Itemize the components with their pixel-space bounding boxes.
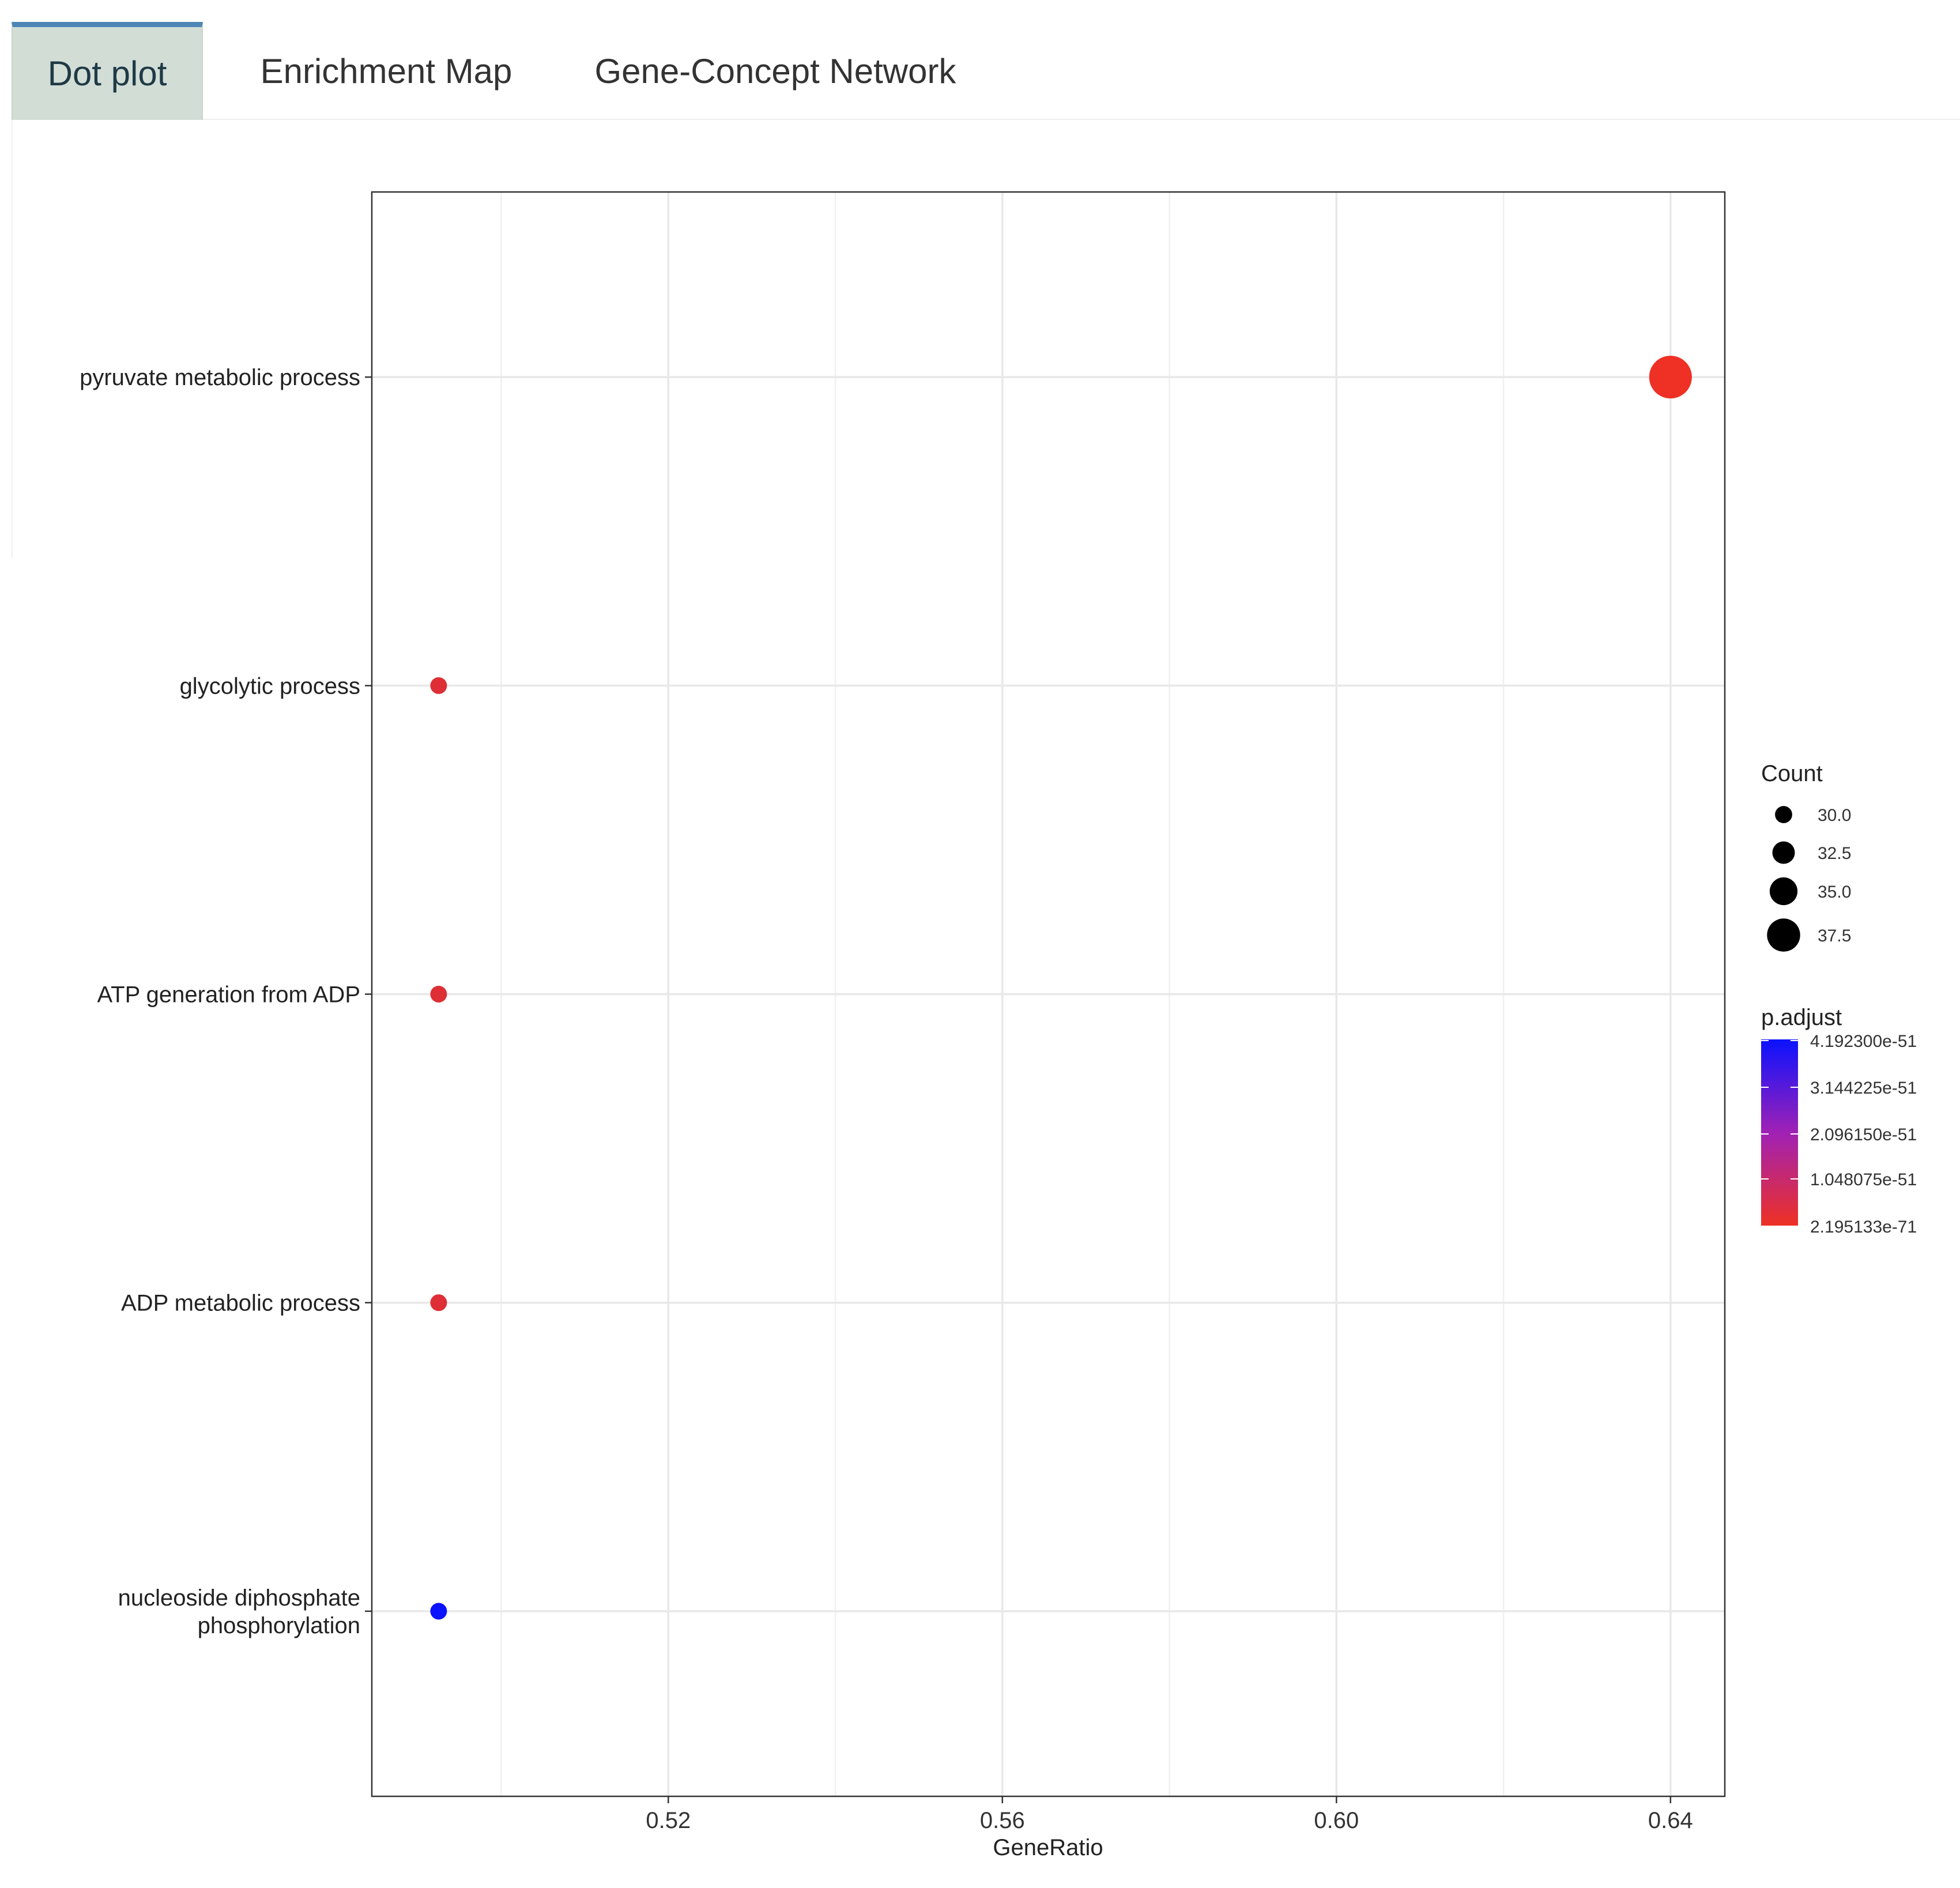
legend-count-label: 37.5 [1818, 926, 1851, 945]
y-tick-label: glycolytic process [180, 673, 360, 699]
legend-p-adjust-label: 1.048075e-51 [1810, 1170, 1917, 1189]
grid [372, 192, 1725, 1796]
legend-count-label: 35.0 [1818, 883, 1851, 902]
legend-p-adjust-title: p.adjust [1761, 1005, 1842, 1030]
x-tick-label: 0.60 [1314, 1808, 1359, 1833]
legend-p-adjust-label: 2.096150e-51 [1810, 1125, 1917, 1144]
x-tick-label: 0.56 [980, 1808, 1025, 1833]
legend-color-bar [1761, 1039, 1798, 1226]
x-tick-label: 0.52 [646, 1808, 691, 1833]
y-axis: pyruvate metabolic process glycolytic pro… [80, 365, 372, 1638]
legend-count-label: 30.0 [1818, 806, 1851, 825]
legend-count-title: Count [1761, 761, 1823, 786]
legend-count-key [1767, 918, 1800, 952]
tab-bar: Dot plot Enrichment Map Gene-Concept Net… [12, 22, 1960, 120]
tab-bar-divider [203, 119, 1960, 120]
legend-p-adjust-label: 3.144225e-51 [1810, 1079, 1917, 1098]
data-points [430, 356, 1692, 1620]
legend-p-adjust-label: 4.192300e-51 [1810, 1032, 1917, 1051]
tab-gene-concept-network[interactable]: Gene-Concept Network [594, 51, 956, 91]
legend-count-key [1769, 877, 1798, 906]
panel-edge [12, 120, 13, 558]
x-tick-label: 0.64 [1648, 1808, 1693, 1833]
legend-count-label: 32.5 [1818, 844, 1851, 863]
legend-count-key [1772, 841, 1795, 864]
data-point [430, 1603, 447, 1620]
y-tick-label: ATP generation from ADP [97, 982, 360, 1008]
y-tick-label: ADP metabolic process [121, 1291, 360, 1316]
legend-count-key [1775, 806, 1792, 823]
data-point [430, 986, 447, 1003]
y-tick-label: nucleoside diphosphate phosphorylation [118, 1585, 360, 1638]
y-tick-label: pyruvate metabolic process [80, 365, 360, 390]
data-point [430, 677, 447, 694]
legend-p-adjust-label: 2.195133e-71 [1810, 1218, 1917, 1237]
x-axis-title: GeneRatio [993, 1835, 1103, 1860]
tab-dot-plot[interactable]: Dot plot [12, 22, 203, 120]
x-axis: 0.52 0.56 0.60 0.64 [646, 1796, 1693, 1833]
tab-enrichment-map[interactable]: Enrichment Map [260, 51, 512, 91]
legend-p-adjust: p.adjust 4.192300e-51 3.144225e-51 2.096150… [1761, 1005, 1917, 1237]
data-point [430, 1294, 447, 1312]
legend-count: Count 30.0 32.5 35.0 37.5 [1761, 761, 1851, 952]
data-point [1649, 356, 1692, 399]
